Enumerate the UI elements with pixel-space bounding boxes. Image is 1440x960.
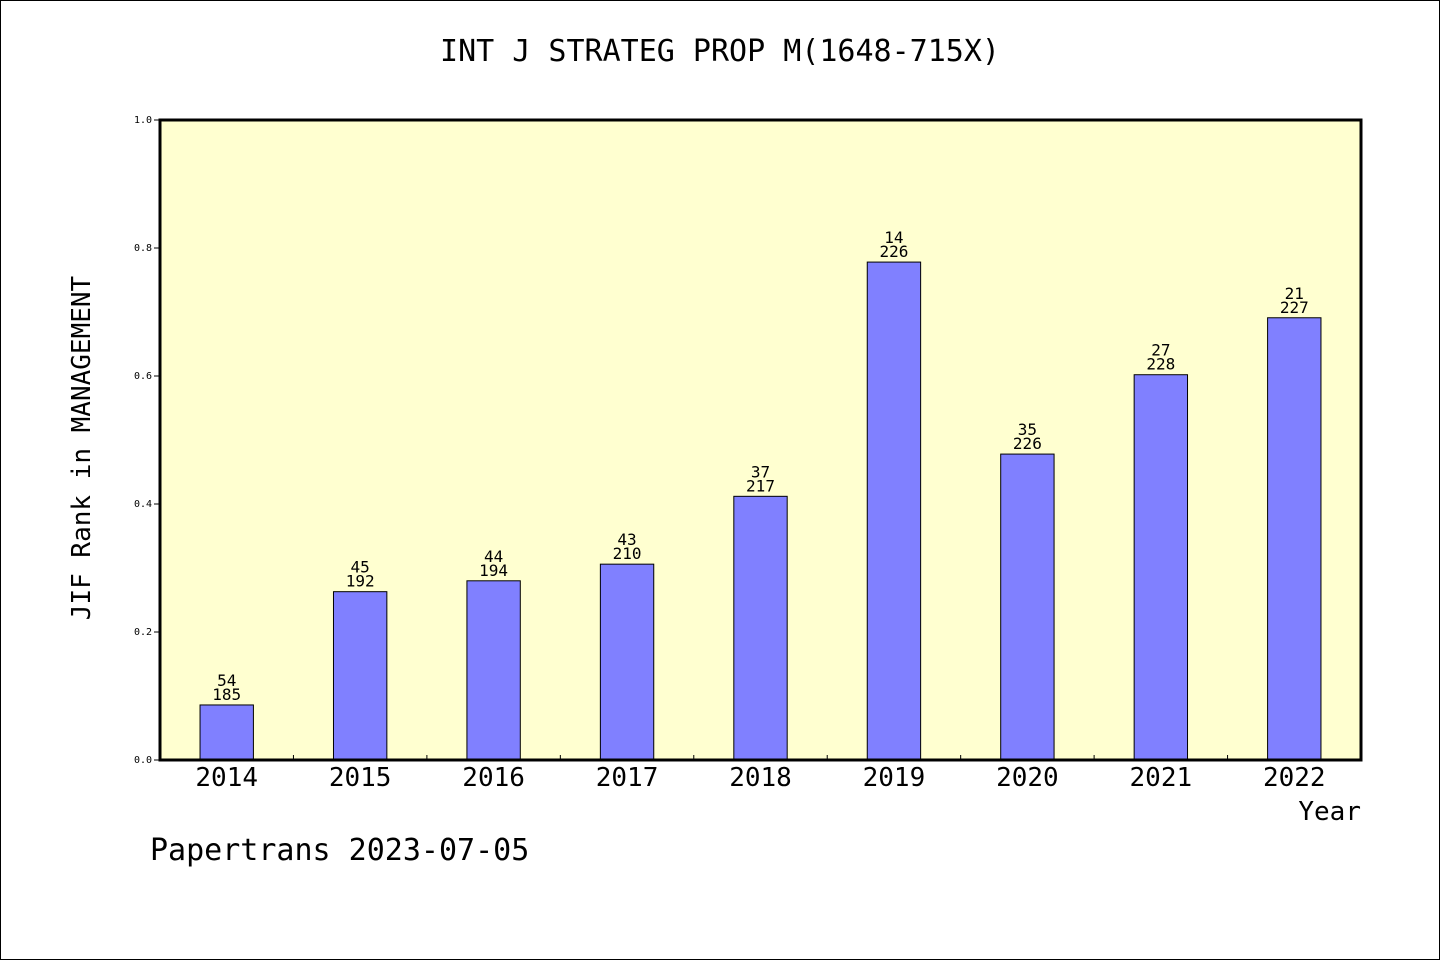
y-tick-label: 0.2: [134, 627, 152, 638]
x-tick-label: 2018: [729, 763, 792, 793]
bar-label-total: 226: [879, 242, 908, 261]
bar-label-rank: 14: [884, 228, 903, 247]
bar-label-rank: 27: [1151, 341, 1170, 360]
x-tick-label: 2016: [462, 763, 525, 793]
bar-label-rank: 45: [351, 558, 370, 577]
bar: [599, 563, 655, 761]
x-tick-label: 2020: [996, 763, 1059, 793]
bars: [199, 261, 1322, 761]
y-tick-label: 1.0: [134, 115, 152, 126]
x-axis-label: Year: [1298, 797, 1361, 827]
bar: [1000, 453, 1055, 761]
y-axis: 0.0 0.2 0.4 0.6 0.8 1.0: [134, 115, 160, 766]
plot-border: [158, 118, 1363, 762]
x-tick-label: 2017: [596, 763, 659, 793]
bar: [332, 591, 388, 761]
y-tick-label: 0.8: [134, 243, 152, 254]
bar-label-total: 227: [1280, 298, 1309, 317]
x-axis: 2014 2015 2016 2017 2018 2019 2020 2021 2022: [195, 755, 1326, 793]
bar-labels: 5418545192441944321037217142263522627228…: [212, 228, 1308, 704]
bar: [199, 704, 254, 761]
bar: [1133, 374, 1189, 761]
bar-label-total: 210: [613, 544, 642, 563]
footer-watermark: Papertrans 2023-07-05: [150, 833, 530, 868]
y-axis-label: JIF Rank in MANAGEMENT: [67, 275, 97, 620]
bar-label-rank: 35: [1018, 420, 1037, 439]
bar-label-rank: 43: [617, 530, 636, 549]
bar-label-total: 217: [746, 476, 775, 495]
bar-label-total: 192: [346, 572, 375, 591]
x-tick-label: 2015: [329, 763, 392, 793]
x-tick-label: 2021: [1130, 763, 1193, 793]
bar: [733, 495, 788, 761]
bar-label-total: 226: [1013, 434, 1042, 453]
bar-label-total: 194: [479, 561, 508, 580]
bar: [1267, 317, 1322, 761]
bar-label-rank: 21: [1285, 284, 1304, 303]
bar-label-rank: 37: [751, 462, 770, 481]
bar-label-total: 228: [1146, 355, 1175, 374]
y-tick-label: 0.0: [134, 755, 152, 766]
bar-label-rank: 54: [217, 671, 236, 690]
bar-label-total: 185: [212, 685, 241, 704]
x-tick-label: 2019: [863, 763, 926, 793]
x-tick-label: 2022: [1263, 763, 1326, 793]
bar-label-rank: 44: [484, 547, 503, 566]
y-tick-label: 0.4: [134, 499, 152, 510]
bar: [466, 580, 521, 761]
chart-title: INT J STRATEG PROP M(1648-715X): [440, 34, 1000, 69]
bar: [866, 261, 922, 761]
x-tick-label: 2014: [195, 763, 258, 793]
y-tick-label: 0.6: [134, 371, 152, 382]
